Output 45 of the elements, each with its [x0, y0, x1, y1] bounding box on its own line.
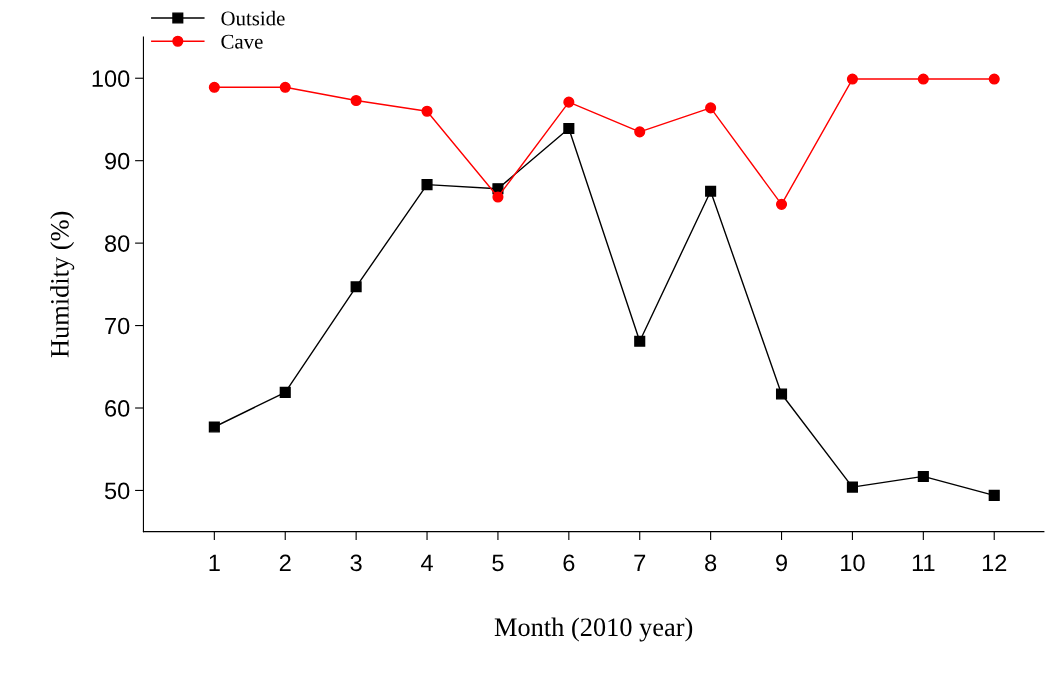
point: [492, 191, 504, 203]
point: [208, 421, 220, 433]
point: [775, 388, 788, 400]
point: [988, 489, 1000, 501]
point: [350, 281, 362, 293]
point: [846, 73, 858, 85]
point: [421, 179, 433, 191]
y-tick-label: 70: [105, 317, 130, 335]
x-tick-label: 6: [563, 554, 575, 572]
point: [917, 73, 929, 85]
x-tick-label: 8: [705, 554, 717, 572]
point: [563, 96, 575, 108]
x-tick-label: 5: [492, 554, 504, 572]
point: [846, 481, 858, 493]
y-tick-label: 100: [92, 70, 130, 88]
x-tick-label: 1: [209, 554, 220, 571]
y-tick-label: 80: [105, 235, 130, 252]
x-tick-label: 2: [279, 554, 291, 571]
point: [634, 335, 646, 347]
legend-label: Cave: [221, 34, 263, 49]
y-tick-label: 60: [105, 400, 130, 417]
point: [775, 198, 788, 210]
x-tick-label: 10: [841, 554, 865, 572]
point: [421, 105, 433, 117]
x-tick-label: 3: [350, 554, 362, 572]
point: [350, 94, 362, 107]
y-tick-label: 90: [105, 152, 130, 170]
point: [208, 81, 220, 93]
y-tick-label: 50: [104, 482, 130, 500]
point: [988, 73, 1000, 85]
point: [705, 102, 717, 114]
x-tick-label: 11: [912, 554, 935, 571]
x-axis-title: Month (2010 year): [494, 617, 693, 642]
x-tick-label: 9: [776, 554, 787, 572]
x-tick-label: 12: [982, 554, 1007, 571]
point: [279, 81, 291, 93]
point: [917, 470, 929, 482]
y-axis-title: Humidity (%): [50, 211, 75, 358]
point: [279, 386, 291, 398]
legend-label: Outside: [221, 10, 285, 26]
point: [705, 185, 717, 197]
x-tick-label: 4: [421, 554, 433, 571]
point: [634, 126, 646, 138]
point: [563, 122, 575, 135]
x-tick-label: 7: [634, 554, 646, 571]
